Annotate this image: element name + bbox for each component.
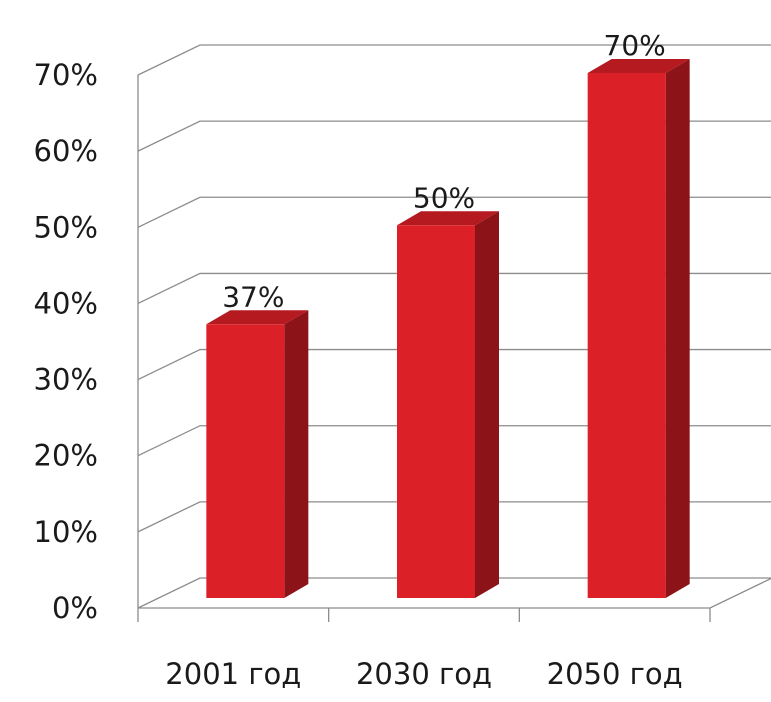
gridline [137,577,771,609]
x-axis-category-labels: 2001 год 2030 год 2050 год [165,657,682,691]
y-tick-label: 0% [52,591,98,625]
bar-front [206,324,285,598]
y-tick-label: 70% [34,58,98,92]
bars [206,59,690,599]
bar [206,310,309,598]
gridline [137,348,771,381]
x-category-label: 2050 год [547,657,683,691]
bar-side [284,310,309,598]
bar-front [587,73,666,598]
bar-side [665,59,690,598]
data-labels: 37% 50% 70% [222,29,666,313]
bar-front [397,225,475,599]
gridline [137,425,771,457]
y-tick-label: 30% [34,363,98,397]
y-axis-tick-labels: 0% 10% 20% 30% 40% 50% 60% 70% [34,58,98,625]
bar [587,59,690,598]
data-label: 37% [222,280,284,313]
gridline [137,272,771,305]
y-tick-label: 40% [34,286,98,320]
y-tick-label: 20% [34,439,98,473]
gridline [137,196,771,228]
y-tick-label: 60% [34,134,98,168]
bar [397,211,499,599]
x-category-label: 2001 год [165,657,301,691]
bar-top [206,310,309,325]
bar-top [587,59,690,73]
y-tick-label: 50% [34,210,98,244]
bar-side [475,211,499,599]
gridline [137,44,771,76]
x-category-label: 2030 год [356,657,492,691]
y-tick-label: 10% [34,515,98,549]
data-label: 70% [604,29,666,62]
data-label: 50% [413,181,475,214]
gridlines [137,44,771,622]
gridline [137,120,771,152]
bar-top [397,211,499,226]
gridline [137,501,771,533]
